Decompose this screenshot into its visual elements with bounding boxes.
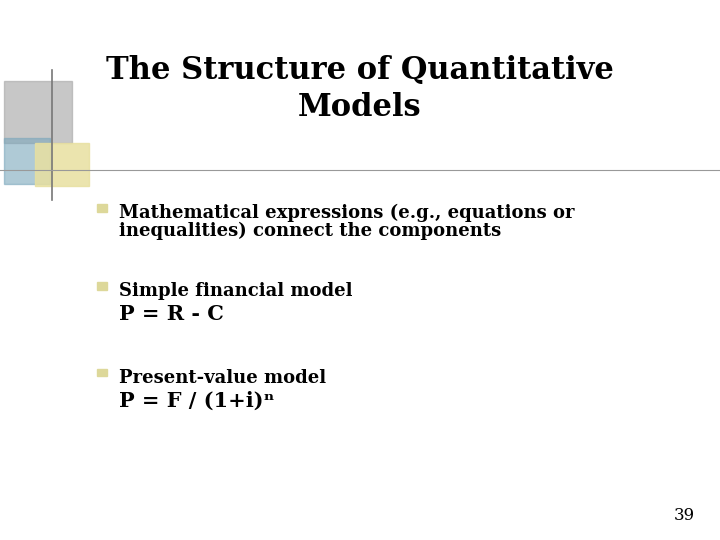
Text: Mathematical expressions (e.g., equations or: Mathematical expressions (e.g., equation… <box>119 204 575 222</box>
Text: P = R - C: P = R - C <box>119 304 224 324</box>
Bar <box>35 143 89 186</box>
Text: Simple financial model: Simple financial model <box>119 282 352 300</box>
Bar <box>97 282 107 290</box>
Bar <box>97 369 107 376</box>
Bar <box>97 204 107 212</box>
Bar <box>4 138 50 184</box>
Text: inequalities) connect the components: inequalities) connect the components <box>119 221 501 240</box>
Bar <box>4 81 72 143</box>
Text: 39: 39 <box>674 507 695 524</box>
Text: Present-value model: Present-value model <box>119 369 326 387</box>
Text: P = F / (1+i)ⁿ: P = F / (1+i)ⁿ <box>119 390 274 410</box>
Text: The Structure of Quantitative
Models: The Structure of Quantitative Models <box>106 55 614 123</box>
